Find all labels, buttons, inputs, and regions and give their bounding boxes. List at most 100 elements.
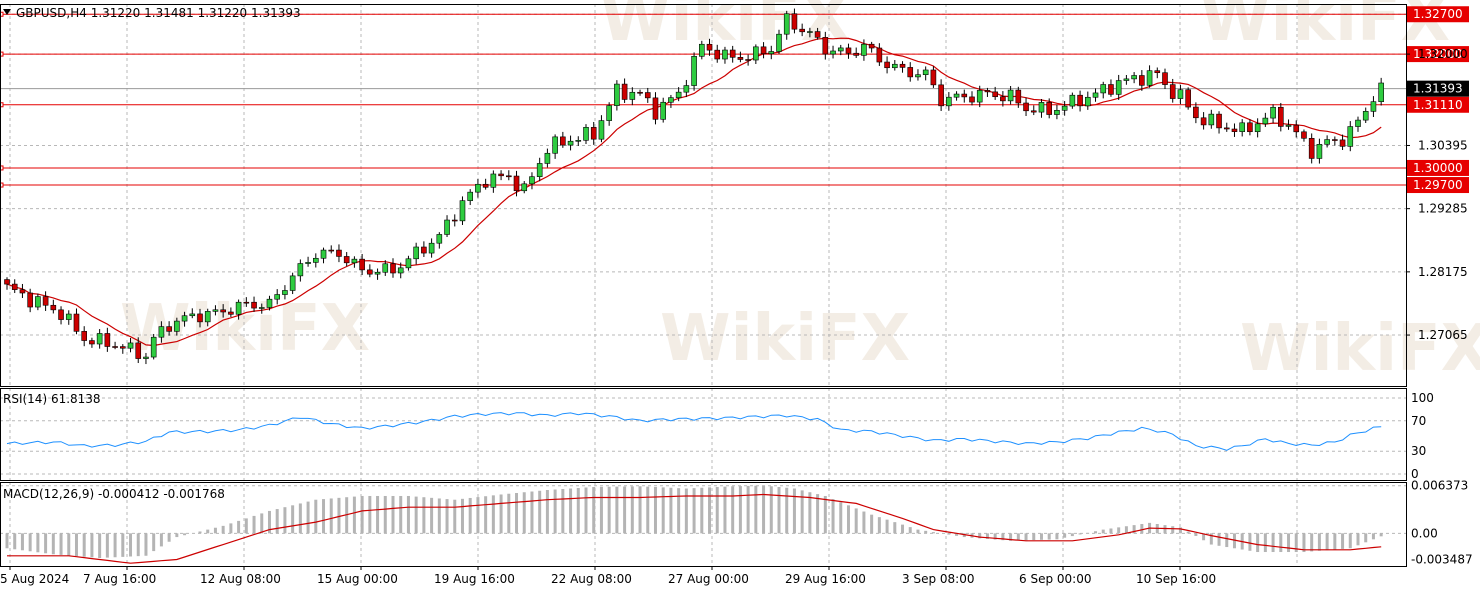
candle-bearish [4,279,10,285]
candle-bearish [706,43,713,51]
candle-bearish [498,173,504,177]
x-tick-label: 6 Sep 00:00 [1019,572,1091,586]
candle-bearish [984,90,991,93]
candle-bearish [367,269,373,275]
candle-bearish [1023,102,1029,112]
candle-bearish [884,61,890,69]
candle-bullish [297,263,304,277]
candle-bullish [1100,84,1107,94]
candle-bearish [81,331,87,341]
candle-bearish [228,311,234,315]
candle-bearish [1308,137,1315,159]
candle-bearish [714,49,721,60]
candle-bearish [868,43,875,49]
panel-frame [0,482,1407,567]
candle-bullish [459,200,466,222]
candle-bearish [992,91,998,98]
chart-title: GBPUSD,H4 1.31220 1.31481 1.31220 1.3139… [16,6,301,20]
candle-bearish [390,263,396,274]
candle-bearish [1332,139,1338,141]
candle-bearish [814,31,821,38]
candle-bearish [19,289,26,294]
rsi-tick-label: 100 [1411,391,1434,405]
candle-bearish [822,37,829,55]
dropdown-triangle-icon[interactable] [3,9,11,15]
candle-bullish [807,31,813,33]
current-price-box [1407,80,1469,97]
candle-bearish [907,67,914,78]
candle-bullish [976,90,983,103]
level-price-label: 1.31110 [1413,98,1463,112]
candle-bullish [1061,105,1068,111]
candle-bearish [251,301,257,309]
candle-bearish [1200,117,1207,126]
candle-bullish [683,85,690,93]
candle-bearish [1278,106,1284,127]
candle-bullish [467,191,474,201]
level-price-label: 1.30000 [1413,161,1463,175]
candle-bullish [444,219,450,235]
candle-bullish [606,105,612,121]
candle-bullish [374,271,381,275]
rsi-tick-label: 70 [1411,414,1426,428]
candle-bullish [1378,82,1384,102]
candle-bearish [50,304,57,311]
candle-bearish [328,249,335,252]
candle-bullish [65,313,72,320]
y-tick-label: 1.32000 [1418,47,1468,61]
candle-bullish [320,249,327,259]
candle-bearish [876,47,883,63]
x-tick-label: 15 Aug 00:00 [317,572,398,586]
level-price-box [1407,6,1469,23]
candle-bullish [668,97,674,103]
candle-bearish [513,175,520,192]
horizontal-levels[interactable]: 1.32700 1.32000 1.31110 1.30000 1.29700 1.313… [0,6,1469,194]
candle-bearish [135,342,142,359]
candle-bearish [1193,106,1199,119]
y-tick-label: 1.28175 [1418,265,1468,279]
panel-frame [0,388,1407,481]
macd-tick-label: -0.003487 [1411,552,1473,566]
candle-bearish [729,49,736,58]
candle-bullish [282,290,288,295]
candle-bullish [529,176,535,185]
wikifx-watermark: WikiFX [600,0,850,56]
level-price-box [1407,159,1469,176]
candle-bullish [35,296,41,308]
candle-bullish [158,326,165,338]
candle-bearish [938,84,944,107]
candle-bearish [969,96,975,103]
candle-bullish [405,258,412,269]
candle-bullish [212,309,219,312]
candle-bullish [861,43,867,56]
candle-bearish [760,46,767,55]
candle-bearish [58,309,64,320]
candle-bullish [1131,75,1137,80]
candle-bearish [73,313,80,332]
candle-bearish [1046,102,1052,115]
candle-bullish [536,163,543,177]
rsi-tick-label: 30 [1411,444,1426,458]
candle-bullish [312,257,319,263]
candle-bearish [1162,72,1168,85]
x-tick-label: 7 Aug 16:00 [83,572,156,586]
candle-bullish [1038,102,1045,113]
candle-bearish [104,333,111,347]
candle-bullish [1085,96,1091,107]
candle-bearish [1015,89,1022,104]
candle-bearish [1077,94,1083,107]
candles-layer [4,8,1384,365]
candle-bearish [343,256,350,264]
candle-bullish [830,50,836,55]
candle-bullish [1355,119,1361,127]
candle-bearish [505,175,512,178]
candle-bearish [1154,70,1161,74]
x-tick-label: 29 Aug 16:00 [785,572,866,586]
candle-bearish [1185,89,1191,108]
candle-bullish [583,127,589,141]
candle-bearish [1169,84,1176,99]
candle-bearish [197,313,203,323]
candle-bearish [421,246,427,254]
